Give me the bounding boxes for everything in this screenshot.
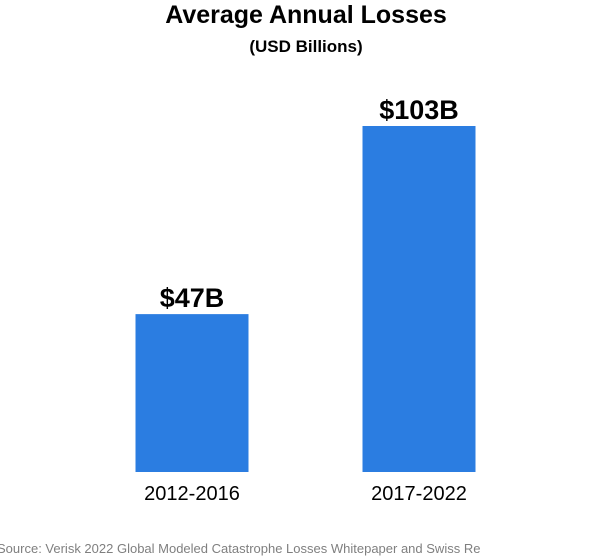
- data-label-2012-2016: $47B: [160, 283, 225, 313]
- x-tick-label-2017-2022: 2017-2022: [371, 483, 467, 505]
- plot-area: $47B 2012-2016 $103B 2017-2022: [135, 95, 476, 505]
- chart-title: Average Annual Losses: [165, 1, 447, 29]
- bar-2012-2016: [135, 314, 249, 472]
- data-label-2017-2022: $103B: [379, 95, 459, 125]
- bar-2017-2022: [362, 126, 476, 472]
- x-tick-label-2012-2016: 2012-2016: [144, 483, 240, 505]
- chart-subtitle: (USD Billions): [249, 37, 362, 56]
- source-note: Source: Verisk 2022 Global Modeled Catas…: [0, 541, 480, 556]
